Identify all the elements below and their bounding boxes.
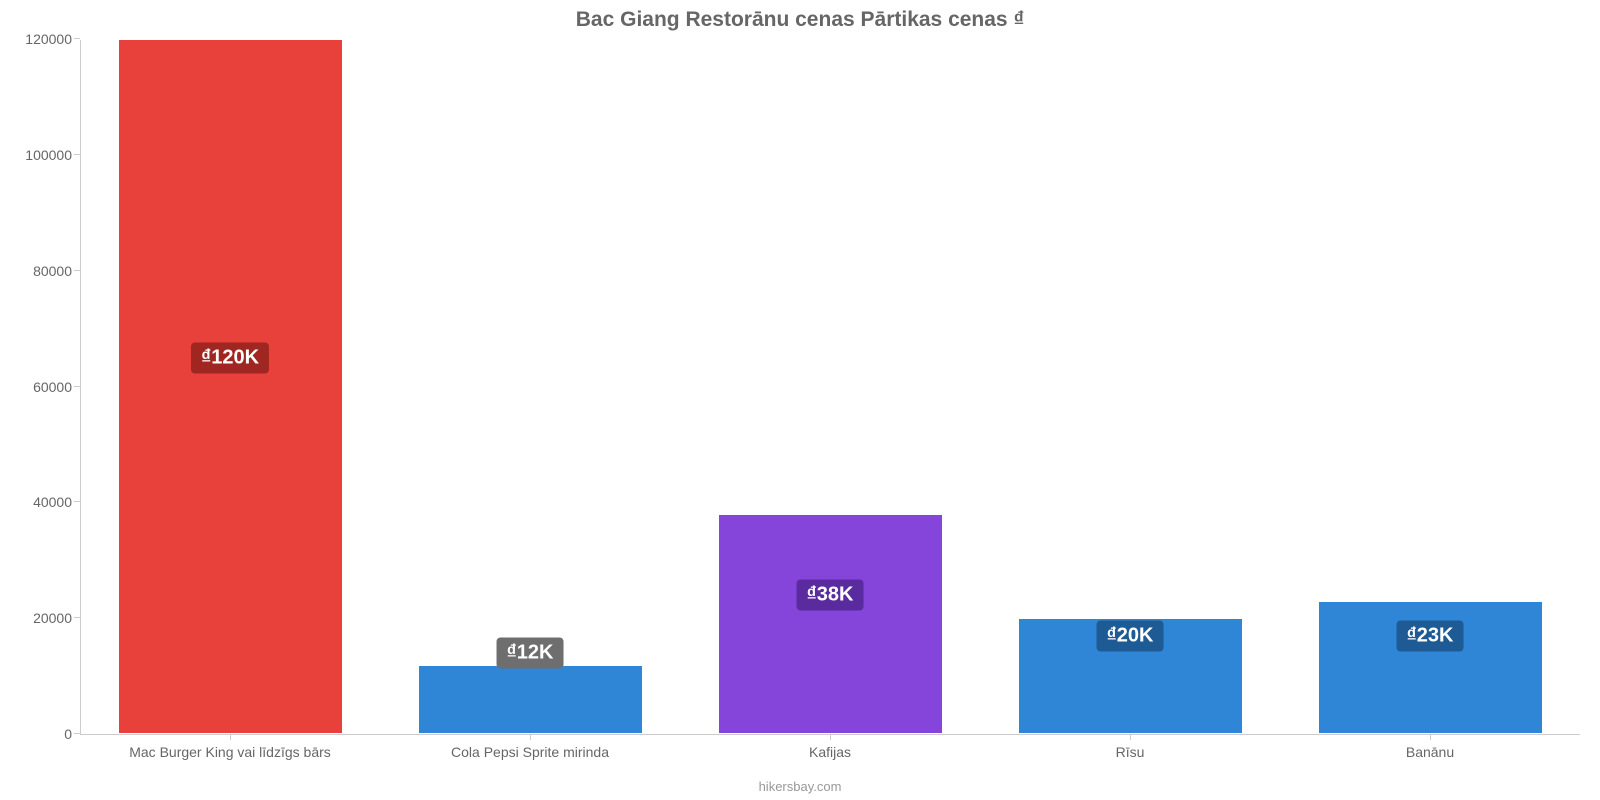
bar-value-label: ₫20K: [1097, 620, 1164, 651]
y-tick-label: 0: [64, 726, 80, 742]
x-tick-mark: [830, 734, 831, 740]
y-tick-label: 40000: [33, 494, 80, 510]
y-tick-label: 100000: [25, 147, 80, 163]
plot-area: 020000400006000080000100000120000 ₫120K₫…: [80, 40, 1580, 735]
bars-group: ₫120K ₫12K ₫38K ₫20K ₫23K: [80, 40, 1580, 734]
y-tick-label: 80000: [33, 263, 80, 279]
bar[interactable]: [118, 39, 343, 734]
bar-value-label: ₫12K: [497, 637, 564, 668]
bar[interactable]: [418, 665, 643, 735]
bar[interactable]: [718, 514, 943, 734]
y-tick-label: 120000: [25, 31, 80, 47]
price-chart: Bac Giang Restorānu cenas Pārtikas cenas…: [0, 0, 1600, 800]
x-tick-mark: [1130, 734, 1131, 740]
bar-value-label: ₫23K: [1397, 620, 1464, 651]
x-tick-mark: [530, 734, 531, 740]
bar-value-label: ₫38K: [797, 580, 864, 611]
x-tick-mark: [230, 734, 231, 740]
y-tick-mark: [74, 38, 80, 39]
chart-credit: hikersbay.com: [0, 779, 1600, 794]
x-tick-mark: [1430, 734, 1431, 740]
y-tick-label: 60000: [33, 379, 80, 395]
y-tick-label: 20000: [33, 610, 80, 626]
chart-title: Bac Giang Restorānu cenas Pārtikas cenas…: [0, 8, 1600, 32]
bar-value-label: ₫120K: [191, 342, 269, 373]
